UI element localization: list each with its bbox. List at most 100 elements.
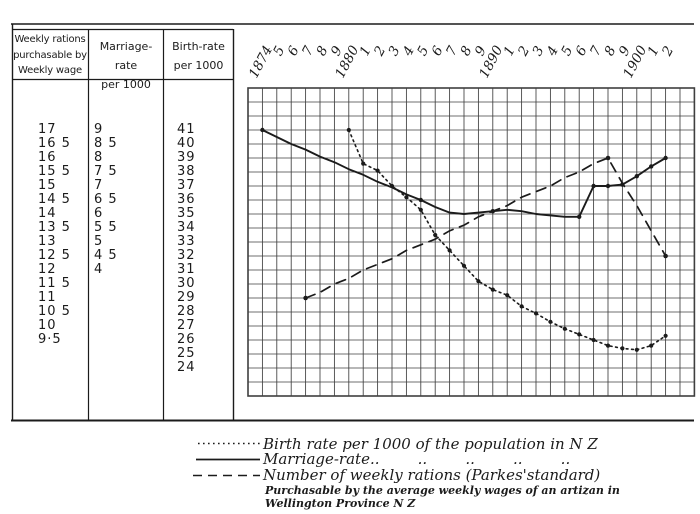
birth-value: 31	[177, 262, 196, 277]
data-point-dot	[303, 295, 308, 301]
birth-value: 33	[177, 234, 196, 249]
data-point-dot	[649, 164, 654, 169]
birth-rate-line	[347, 129, 667, 351]
marriage-value: 7 5	[94, 164, 118, 179]
rations-column-header: Weekly rations purchasable by Weekly wag…	[12, 32, 88, 79]
data-point-dot	[562, 326, 567, 331]
data-point-dot	[663, 253, 668, 259]
rations-value: 11 5	[38, 276, 71, 291]
marriage-value: 6	[94, 206, 104, 221]
data-point-dot	[605, 343, 611, 348]
data-point-dot	[620, 346, 625, 351]
data-point-dot	[634, 174, 639, 179]
legend-marriage-rate-label: Marriage-rate.. .. .. .. ..	[263, 450, 570, 468]
data-point-dot	[649, 343, 654, 348]
data-point-dot	[260, 127, 265, 133]
marriage-value: 9	[94, 122, 104, 137]
data-point-dot	[577, 214, 582, 219]
data-point-dot	[605, 155, 611, 161]
birth-column-header: Birth-rate per 1000	[164, 37, 233, 75]
birth-value: 29	[177, 290, 196, 305]
legend-birth-rate-label: Birth rate per 1000 of the population in…	[263, 435, 598, 453]
birth-value: 24	[177, 360, 196, 375]
rations-value: 16	[38, 150, 57, 165]
data-point-dot	[404, 195, 409, 200]
data-point-dot	[663, 333, 668, 338]
data-point-dot	[577, 332, 582, 337]
data-point-dot	[375, 168, 380, 173]
rations-value: 13	[38, 234, 57, 249]
header-line: Birth-rate	[172, 40, 225, 53]
data-point-dot	[433, 232, 438, 238]
birth-value: 25	[177, 346, 196, 361]
rations-value: 10	[38, 318, 57, 333]
marriage-value: 4	[94, 262, 104, 277]
header-line: per 1000	[173, 59, 224, 72]
birth-value: 30	[177, 276, 196, 291]
header-line: Weekly rations	[14, 34, 86, 45]
rations-value: 11	[38, 290, 57, 305]
data-point-dot	[591, 183, 596, 189]
marriage-value: 8	[94, 150, 104, 165]
birth-value: 40	[177, 136, 196, 151]
ditto-marks: .. .. .. .. ..	[369, 450, 571, 468]
rations-value: 16 5	[38, 136, 71, 151]
marriage-value: 6 5	[94, 192, 118, 207]
data-point-dot	[476, 279, 481, 284]
birth-value: 27	[177, 318, 196, 333]
birth-value: 35	[177, 206, 196, 221]
data-point-dot	[533, 311, 539, 316]
birth-value: 28	[177, 304, 196, 319]
birth-value: 37	[177, 178, 196, 193]
legend-footnote-line-2: Wellington Province N Z	[265, 497, 416, 510]
birth-value: 36	[177, 192, 196, 207]
data-point-dot	[361, 161, 366, 166]
data-point-dot	[447, 248, 452, 253]
data-point-dot	[505, 293, 510, 298]
data-point-dot	[519, 304, 524, 309]
marriage-value: 5	[94, 234, 104, 249]
marriage-value: 7	[94, 178, 104, 193]
birth-value: 26	[177, 332, 196, 347]
rations-value: 13 5	[38, 220, 71, 235]
marriage-value: 8 5	[94, 136, 118, 151]
legend-rations-label: Number of weekly rations (Parkes'standar…	[263, 466, 601, 484]
rations-value: 15	[38, 178, 57, 193]
rations-value: 15 5	[38, 164, 71, 179]
x-axis-label: 2	[659, 44, 678, 60]
header-line: purchasable by	[13, 49, 87, 61]
birth-value: 39	[177, 150, 196, 165]
legend-footnote-line-1: Purchasable by the average weekly wages …	[265, 484, 620, 497]
marriage-rate-line	[261, 129, 667, 218]
data-point-dot	[591, 337, 596, 343]
rations-value: 10 5	[38, 304, 71, 319]
rations-value: 17	[38, 122, 57, 137]
data-point-dot	[418, 197, 423, 203]
birth-value: 38	[177, 164, 196, 179]
data-point-dot	[548, 319, 553, 324]
birth-value: 41	[177, 122, 196, 137]
data-point-dot	[490, 287, 495, 292]
data-point-dot	[461, 263, 467, 268]
header-line: Marriage-rate	[99, 40, 153, 72]
rations-value: 14 5	[38, 192, 71, 207]
data-point-dot	[346, 127, 351, 133]
header-line: Weekly wage	[18, 65, 82, 76]
rations-value: 12 5	[38, 248, 71, 263]
rations-value: 14	[38, 206, 57, 221]
legend-label-text: Marriage-rate	[263, 450, 370, 468]
data-point-dot	[663, 155, 668, 161]
rations-value: 12	[38, 262, 57, 277]
birth-value: 34	[177, 220, 196, 235]
marriage-value: 4 5	[94, 248, 118, 263]
data-point-dot	[418, 207, 423, 212]
data-point-dot	[605, 183, 611, 189]
birth-value: 32	[177, 248, 196, 263]
weekly-rations-line	[304, 157, 667, 299]
rations-value: 9·5	[38, 332, 62, 347]
marriage-column-header: Marriage-rate per 1000	[89, 37, 163, 94]
data-point-dot	[634, 347, 639, 352]
marriage-value: 5 5	[94, 220, 118, 235]
